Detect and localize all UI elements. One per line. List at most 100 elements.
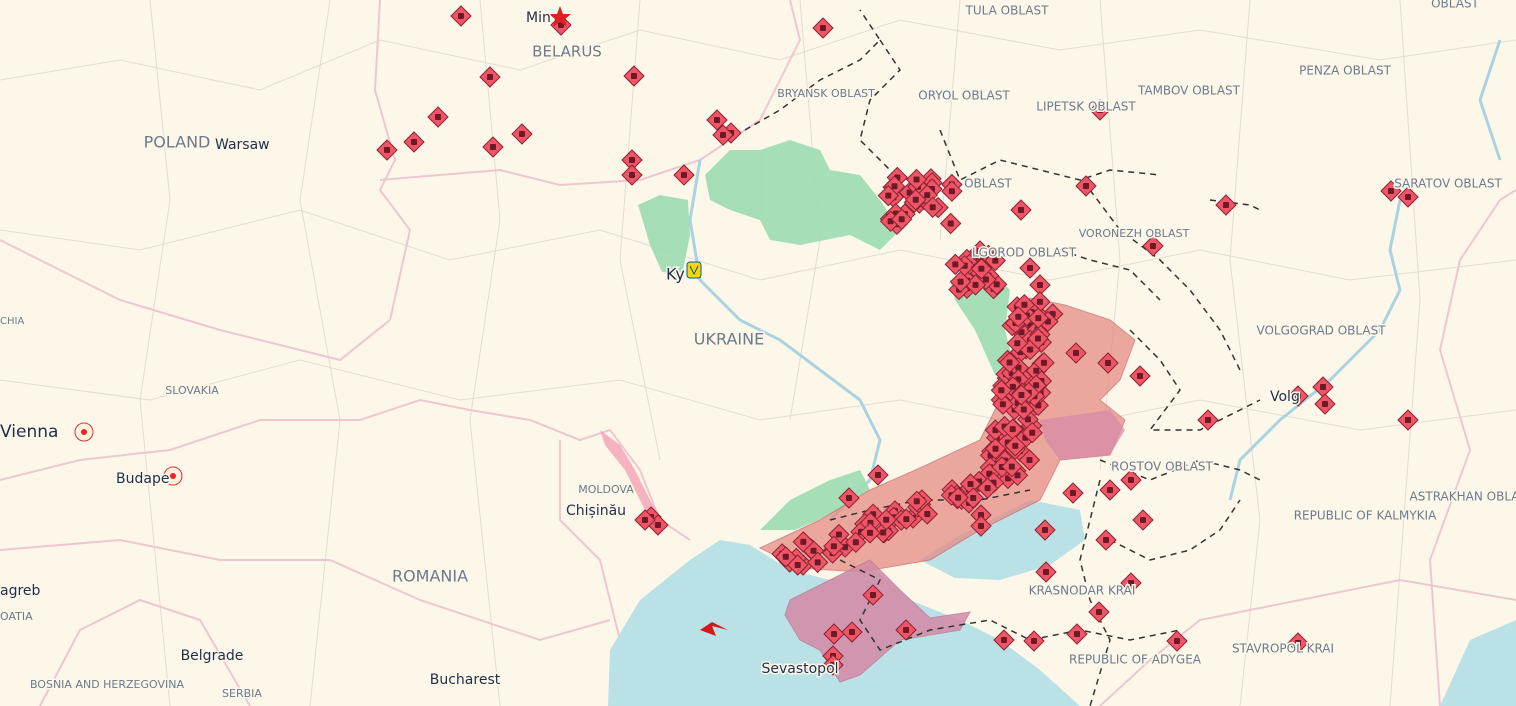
event-marker[interactable] <box>1006 332 1029 354</box>
marker-glyph <box>820 25 826 31</box>
event-marker[interactable] <box>921 196 944 219</box>
place-label: CHIA <box>0 316 24 327</box>
event-marker[interactable] <box>970 258 993 280</box>
event-marker[interactable] <box>511 123 533 145</box>
event-marker[interactable] <box>775 546 797 568</box>
event-marker[interactable] <box>1007 306 1030 328</box>
event-marker[interactable] <box>1132 509 1154 531</box>
event-marker[interactable] <box>947 486 969 509</box>
event-marker[interactable] <box>998 351 1021 374</box>
event-marker[interactable] <box>1075 175 1097 197</box>
event-marker[interactable] <box>941 180 963 202</box>
event-marker[interactable] <box>990 379 1013 402</box>
event-marker[interactable] <box>792 531 815 553</box>
event-marker[interactable] <box>1097 352 1119 374</box>
event-marker[interactable] <box>906 490 928 513</box>
event-marker[interactable] <box>1287 385 1309 407</box>
event-marker[interactable] <box>867 464 889 486</box>
event-marker[interactable] <box>1010 384 1033 406</box>
event-marker[interactable] <box>1142 235 1164 257</box>
event-marker[interactable] <box>823 623 845 645</box>
event-marker[interactable] <box>427 106 449 128</box>
event-marker[interactable] <box>1095 529 1117 551</box>
event-marker[interactable] <box>376 139 398 161</box>
event-marker[interactable] <box>905 168 928 191</box>
event-marker[interactable] <box>806 551 829 574</box>
marker-glyph <box>1295 393 1301 399</box>
event-marker[interactable] <box>1062 482 1084 504</box>
event-marker[interactable] <box>1215 194 1237 216</box>
event-marker[interactable] <box>1129 365 1151 387</box>
event-marker[interactable] <box>904 189 927 211</box>
event-marker[interactable] <box>1033 351 1055 374</box>
event-marker[interactable] <box>1197 409 1219 431</box>
event-marker[interactable] <box>1027 327 1049 350</box>
event-marker[interactable] <box>1004 435 1027 457</box>
occupied-east <box>1040 410 1125 460</box>
event-marker[interactable] <box>634 509 656 531</box>
event-marker[interactable] <box>1120 469 1142 491</box>
marker-glyph <box>970 495 977 501</box>
event-marker[interactable] <box>939 212 962 235</box>
event-marker[interactable] <box>993 629 1015 651</box>
event-marker[interactable] <box>403 131 425 153</box>
event-marker[interactable] <box>1018 449 1041 471</box>
event-marker[interactable] <box>1065 342 1087 364</box>
event-marker[interactable] <box>1019 257 1041 279</box>
event-marker[interactable] <box>823 535 845 557</box>
event-marker[interactable] <box>621 164 643 186</box>
event-marker[interactable] <box>482 136 504 158</box>
event-marker[interactable] <box>916 503 939 525</box>
event-marker[interactable] <box>1314 393 1336 415</box>
event-marker[interactable] <box>976 477 999 499</box>
event-marker[interactable] <box>1089 99 1111 121</box>
event-marker[interactable] <box>970 504 992 526</box>
event-marker[interactable] <box>1023 630 1045 652</box>
event-marker[interactable] <box>1001 455 1023 478</box>
event-marker[interactable] <box>1120 572 1142 594</box>
event-marker[interactable] <box>450 5 472 27</box>
event-marker[interactable] <box>1088 601 1110 623</box>
event-marker[interactable] <box>623 65 645 87</box>
place-label: Sevastopol <box>761 661 838 677</box>
event-marker[interactable] <box>984 249 1007 272</box>
event-marker[interactable] <box>970 515 992 537</box>
event-marker[interactable] <box>479 66 501 88</box>
event-marker[interactable] <box>1034 519 1056 541</box>
event-marker[interactable] <box>890 208 913 230</box>
event-marker[interactable] <box>859 522 881 544</box>
event-marker[interactable] <box>838 487 860 509</box>
event-marker[interactable] <box>1397 186 1419 208</box>
event-marker[interactable] <box>877 184 900 207</box>
event-marker[interactable] <box>1013 398 1035 421</box>
sea-of-azov <box>920 500 1085 580</box>
event-marker[interactable] <box>949 270 972 293</box>
event-marker[interactable] <box>706 109 728 131</box>
event-marker[interactable] <box>992 393 1014 415</box>
event-marker[interactable] <box>962 487 984 509</box>
event-marker[interactable] <box>1099 479 1121 501</box>
event-marker[interactable] <box>862 584 884 606</box>
event-marker[interactable] <box>895 619 917 641</box>
marker-glyph <box>1388 188 1394 194</box>
marker-glyph <box>1037 282 1043 288</box>
event-marker[interactable] <box>944 253 967 276</box>
event-marker[interactable] <box>1010 199 1032 221</box>
event-marker[interactable] <box>1380 180 1402 202</box>
event-marker[interactable] <box>1397 409 1419 431</box>
event-marker[interactable] <box>1166 630 1188 652</box>
event-marker[interactable] <box>845 531 867 554</box>
event-marker[interactable] <box>1066 623 1088 645</box>
event-marker[interactable] <box>984 437 1007 460</box>
event-marker[interactable] <box>1287 632 1309 654</box>
event-marker[interactable] <box>895 508 918 530</box>
event-marker[interactable] <box>875 508 897 531</box>
event-marker[interactable] <box>673 164 695 186</box>
event-marker[interactable] <box>712 124 734 146</box>
event-marker[interactable] <box>1027 307 1050 329</box>
event-marker[interactable] <box>812 17 834 39</box>
event-marker[interactable] <box>1035 561 1057 583</box>
event-marker[interactable] <box>822 654 844 676</box>
event-marker[interactable] <box>841 621 863 643</box>
event-marker[interactable] <box>1021 421 1043 444</box>
